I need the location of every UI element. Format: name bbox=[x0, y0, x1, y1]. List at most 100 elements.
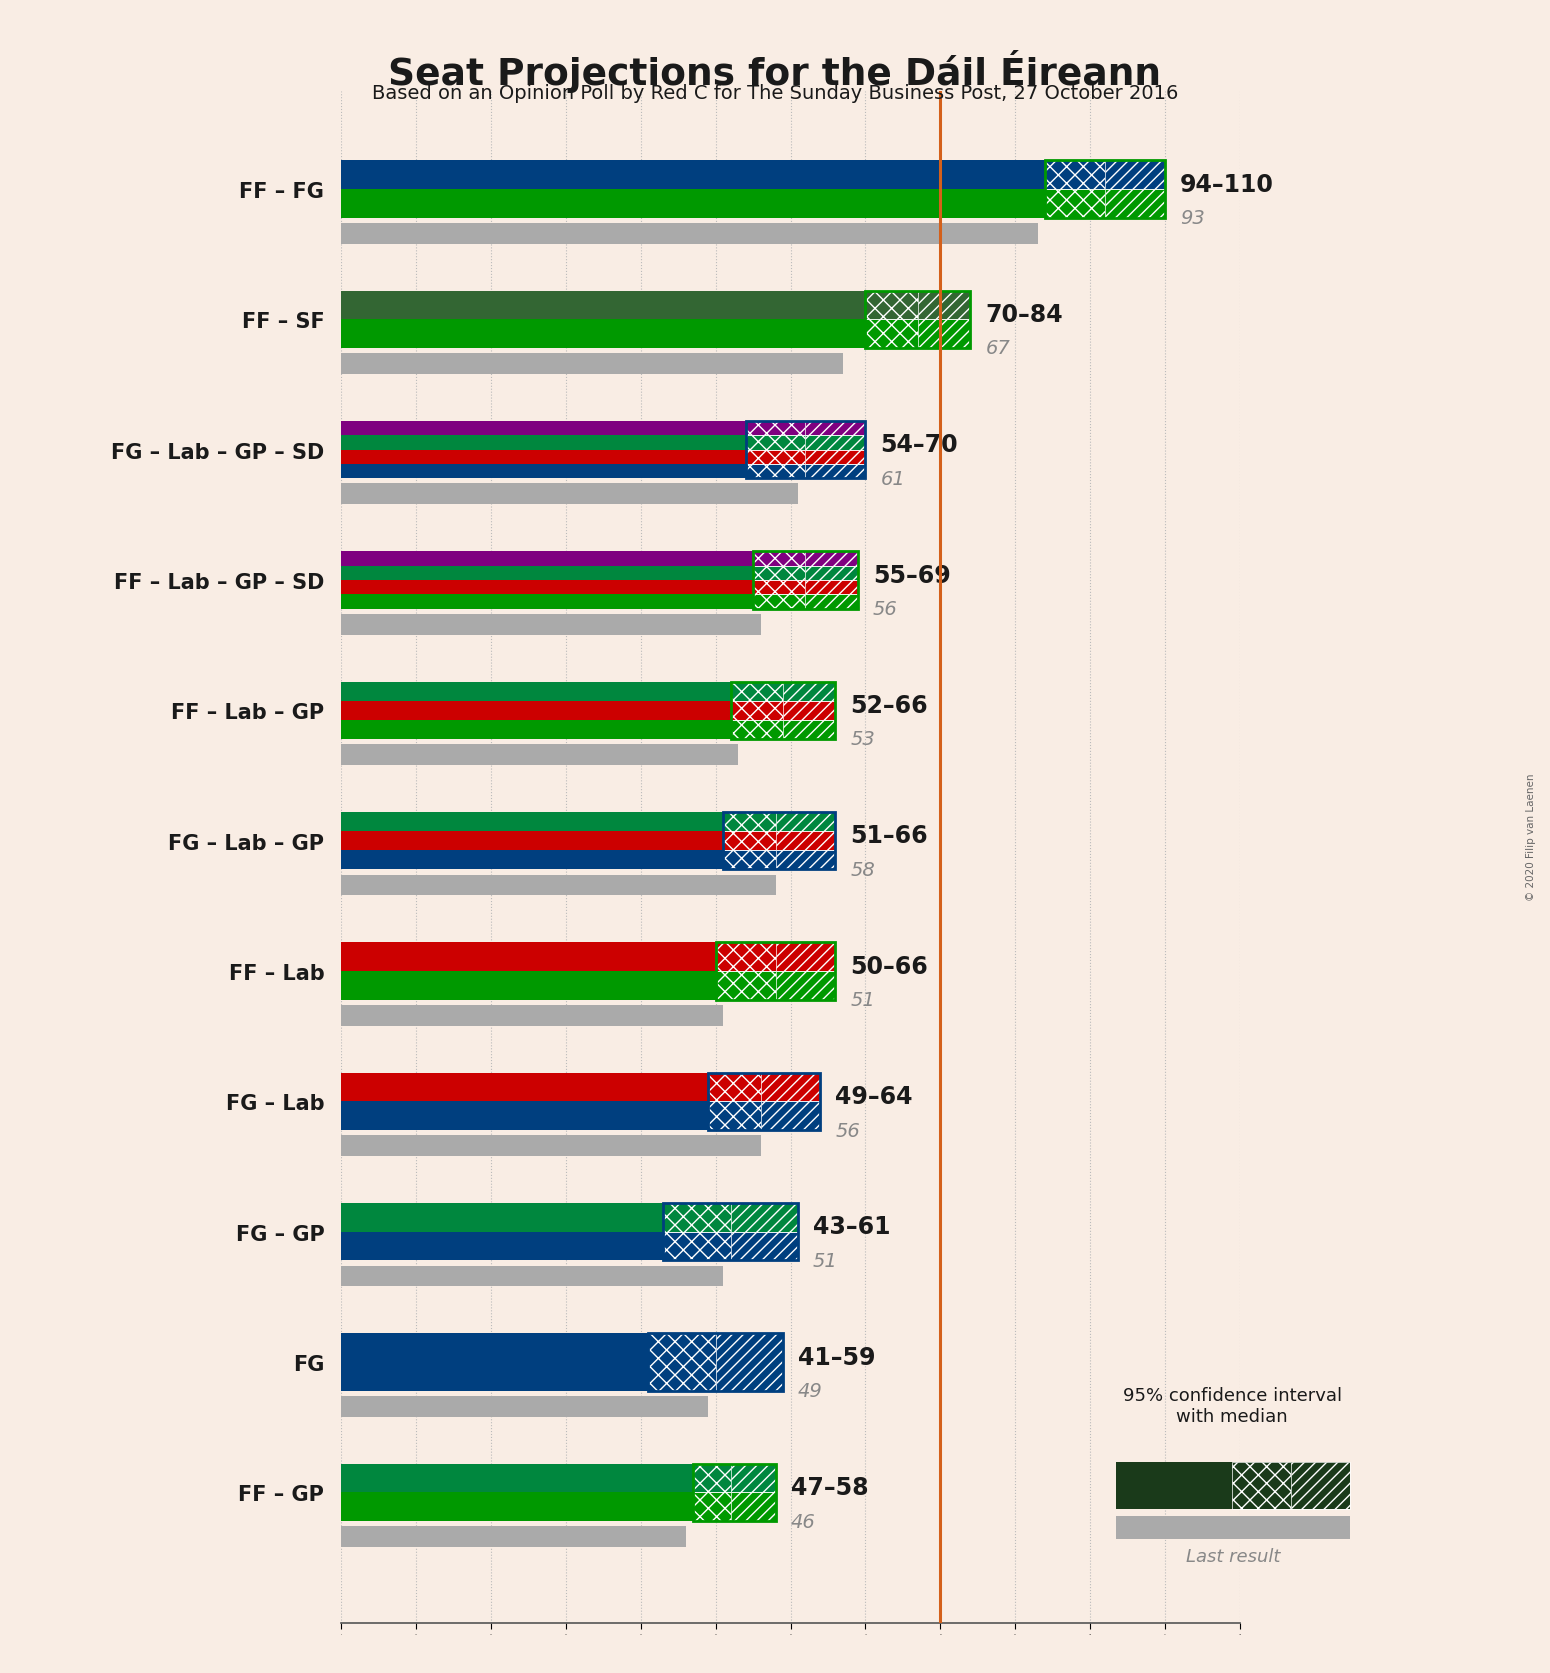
Text: 56: 56 bbox=[873, 599, 897, 619]
Text: 61: 61 bbox=[880, 470, 905, 489]
Bar bbox=[716, 1333, 783, 1390]
Bar bbox=[341, 1203, 663, 1231]
Bar bbox=[341, 422, 746, 437]
Bar bbox=[722, 813, 775, 831]
Bar bbox=[341, 744, 738, 766]
Bar bbox=[730, 701, 783, 721]
Bar bbox=[341, 721, 730, 739]
Text: 93: 93 bbox=[1180, 209, 1204, 228]
Bar bbox=[1045, 161, 1105, 189]
Bar bbox=[753, 552, 806, 565]
Bar bbox=[722, 831, 775, 850]
Bar bbox=[806, 465, 865, 478]
Bar bbox=[806, 565, 859, 581]
Bar bbox=[341, 596, 753, 609]
Bar bbox=[1105, 189, 1166, 219]
Bar bbox=[730, 1492, 775, 1521]
Bar bbox=[753, 565, 806, 581]
Bar bbox=[648, 1333, 716, 1390]
Bar bbox=[716, 972, 775, 1000]
Text: 53: 53 bbox=[851, 729, 876, 750]
Bar bbox=[341, 1492, 693, 1521]
Bar bbox=[341, 944, 716, 972]
Bar bbox=[722, 813, 835, 870]
Bar bbox=[865, 291, 918, 320]
Text: 94–110: 94–110 bbox=[1180, 172, 1274, 196]
Text: 95% confidence interval
with median: 95% confidence interval with median bbox=[1122, 1387, 1342, 1425]
Bar bbox=[722, 850, 775, 870]
Bar bbox=[746, 450, 806, 465]
Text: 58: 58 bbox=[851, 860, 876, 880]
Bar bbox=[806, 422, 865, 437]
Bar bbox=[783, 701, 835, 721]
Bar bbox=[775, 850, 835, 870]
Text: 49: 49 bbox=[798, 1382, 823, 1400]
Bar bbox=[730, 1231, 798, 1261]
Bar bbox=[693, 1492, 730, 1521]
Bar bbox=[806, 581, 859, 596]
Bar bbox=[341, 1526, 685, 1548]
Bar bbox=[648, 1333, 716, 1390]
Bar bbox=[341, 161, 1045, 189]
Bar bbox=[730, 721, 783, 739]
Bar bbox=[775, 850, 835, 870]
Text: 70–84: 70–84 bbox=[986, 303, 1063, 326]
Bar bbox=[341, 701, 730, 721]
Bar bbox=[775, 831, 835, 850]
Bar bbox=[806, 596, 859, 609]
Bar bbox=[746, 422, 865, 478]
Bar bbox=[865, 320, 918, 348]
Text: 49–64: 49–64 bbox=[835, 1084, 913, 1109]
Bar bbox=[775, 813, 835, 831]
Bar bbox=[753, 581, 806, 596]
Bar bbox=[753, 552, 859, 609]
Bar bbox=[341, 683, 730, 701]
Bar bbox=[693, 1492, 730, 1521]
Bar bbox=[865, 320, 918, 348]
Bar bbox=[1105, 189, 1166, 219]
Bar bbox=[753, 581, 806, 596]
Bar bbox=[341, 1103, 708, 1131]
Bar bbox=[341, 972, 716, 1000]
Bar bbox=[716, 944, 775, 972]
Bar bbox=[783, 701, 835, 721]
Bar bbox=[663, 1231, 730, 1261]
Bar bbox=[761, 1103, 820, 1131]
Bar bbox=[865, 291, 918, 320]
Bar bbox=[341, 224, 1038, 244]
Bar bbox=[730, 1492, 775, 1521]
Bar bbox=[806, 437, 865, 450]
Bar bbox=[693, 1464, 775, 1521]
Bar bbox=[806, 552, 859, 565]
Bar bbox=[775, 813, 835, 831]
Bar bbox=[730, 1464, 775, 1492]
Bar bbox=[806, 450, 865, 465]
Bar bbox=[1045, 161, 1105, 189]
Text: Last result: Last result bbox=[1186, 1548, 1280, 1566]
Bar bbox=[341, 437, 746, 450]
Bar bbox=[761, 1072, 820, 1103]
Text: 51–66: 51–66 bbox=[851, 823, 928, 848]
Bar bbox=[341, 1136, 761, 1156]
Bar bbox=[761, 1072, 820, 1103]
Bar bbox=[1045, 189, 1105, 219]
Bar bbox=[806, 465, 865, 478]
Bar bbox=[341, 813, 722, 831]
Bar bbox=[663, 1203, 730, 1231]
Bar bbox=[730, 1231, 798, 1261]
Bar bbox=[341, 291, 865, 320]
Bar bbox=[730, 701, 783, 721]
Bar bbox=[753, 596, 806, 609]
Bar bbox=[341, 1333, 648, 1390]
Bar bbox=[341, 483, 798, 505]
Text: 50–66: 50–66 bbox=[851, 954, 928, 979]
Bar bbox=[730, 721, 783, 739]
Bar bbox=[753, 552, 806, 565]
Bar bbox=[341, 1072, 708, 1103]
Bar bbox=[806, 581, 859, 596]
Bar bbox=[746, 437, 806, 450]
Bar bbox=[341, 850, 722, 870]
Bar bbox=[708, 1072, 820, 1131]
Bar bbox=[775, 831, 835, 850]
Bar bbox=[648, 1333, 783, 1390]
